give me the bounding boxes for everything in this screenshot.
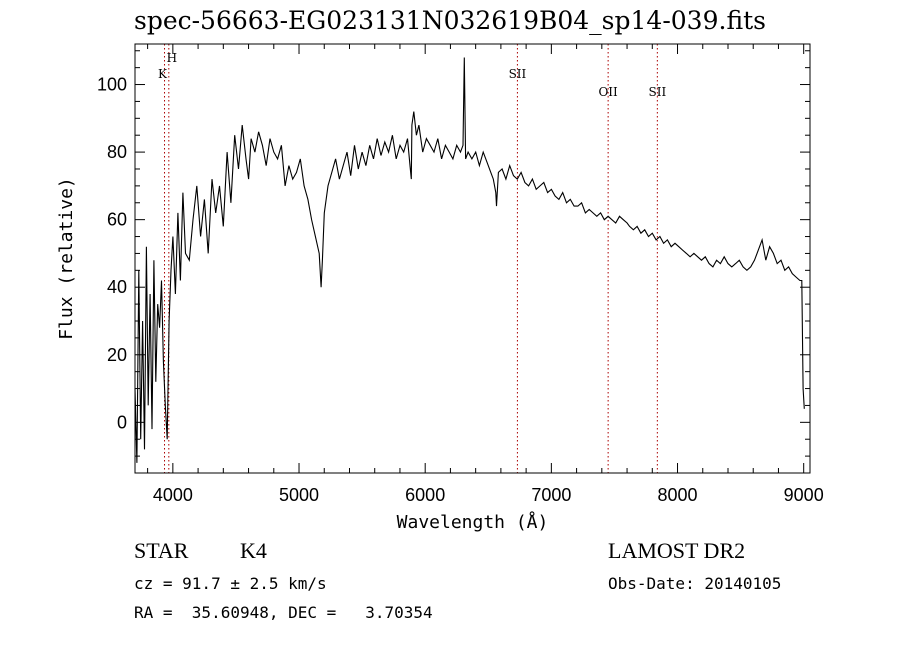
x-tick-label: 4000 — [153, 485, 193, 505]
x-tick-label: 5000 — [279, 485, 319, 505]
x-tick-label: 7000 — [531, 485, 571, 505]
y-tick-label: 80 — [107, 142, 127, 162]
line-marker-label: H — [167, 51, 177, 65]
cz-readout: cz = 91.7 ± 2.5 km/s — [134, 574, 327, 593]
line-marker-label: SII — [648, 85, 666, 99]
line-marker-label: K — [158, 67, 168, 81]
chart-title: spec-56663-EG023131N032619B04_sp14-039.f… — [133, 6, 766, 35]
line-marker-label: OII — [598, 85, 618, 99]
y-tick-label: 100 — [97, 75, 127, 95]
spectrum-line — [134, 57, 805, 463]
radec-readout: RA = 35.60948, DEC = 3.70354 — [134, 603, 433, 622]
class-label: STAR — [134, 538, 189, 563]
x-tick-label: 8000 — [657, 485, 697, 505]
plot-frame — [134, 43, 811, 474]
x-axis-label: Wavelength (Å) — [397, 511, 549, 533]
x-tick-label: 6000 — [405, 485, 445, 505]
y-axis-label: Flux (relative) — [56, 177, 77, 340]
y-tick-label: 60 — [107, 210, 127, 230]
axis-ticks: 4000 5000 6000 7000 8000 9000 0 20 40 60 80 100 — [97, 44, 824, 505]
subclass-label: K4 — [240, 538, 267, 563]
y-tick-label: 0 — [117, 412, 127, 432]
y-tick-label: 20 — [107, 345, 127, 365]
x-tick-label: 9000 — [784, 485, 824, 505]
line-markers: HK SII OII SII — [158, 44, 666, 473]
obs-date: Obs-Date: 20140105 — [608, 574, 782, 593]
y-tick-label: 40 — [107, 277, 127, 297]
survey-label: LAMOST DR2 — [608, 538, 746, 563]
line-marker-label: SII — [509, 67, 527, 81]
